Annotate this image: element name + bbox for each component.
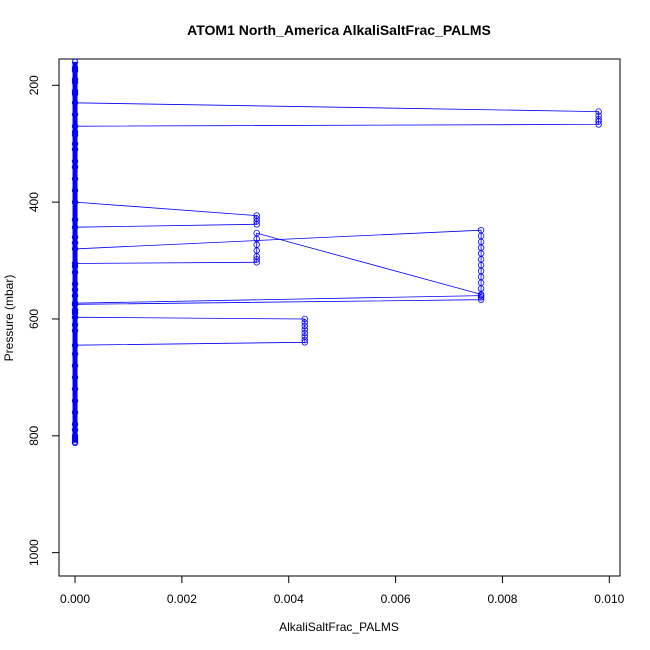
y-tick-label: 200 (27, 75, 41, 95)
points-group (71, 58, 602, 447)
data-point (595, 121, 602, 128)
data-point (301, 322, 308, 330)
data-point (477, 294, 485, 301)
data-point (595, 108, 602, 115)
data-point (301, 326, 308, 333)
data-point (595, 118, 602, 125)
y-tick-label: 1000 (27, 539, 41, 566)
data-point (301, 315, 308, 323)
x-axis-label: AlkaliSaltFrac_PALMS (279, 620, 399, 634)
y-tick-label: 400 (27, 192, 41, 212)
data-point (253, 259, 260, 266)
y-axis: 200 400 600 800 1000 (27, 75, 60, 566)
chart-title: ATOM1 North_America AlkaliSaltFrac_PALMS (187, 22, 491, 38)
data-point (477, 296, 485, 303)
x-tick-label: 0.010 (594, 592, 624, 606)
data-point (301, 339, 308, 346)
y-tick-label: 800 (27, 425, 41, 445)
x-axis: 0.000 0.002 0.004 0.006 0.008 0.010 (60, 575, 625, 606)
x-tick-label: 0.006 (381, 592, 411, 606)
data-point (301, 319, 308, 326)
x-tick-label: 0.002 (167, 592, 197, 606)
y-tick-label: 600 (27, 309, 41, 329)
data-point (253, 218, 260, 225)
x-tick-label: 0.004 (274, 592, 304, 606)
x-tick-label: 0.000 (60, 592, 90, 606)
data-point (253, 221, 260, 228)
data-point (301, 336, 308, 344)
y-axis-label: Pressure (mbar) (2, 275, 16, 362)
data-point (301, 329, 308, 337)
data-point (253, 256, 260, 263)
data-point (477, 292, 485, 299)
x-tick-label: 0.008 (487, 592, 517, 606)
